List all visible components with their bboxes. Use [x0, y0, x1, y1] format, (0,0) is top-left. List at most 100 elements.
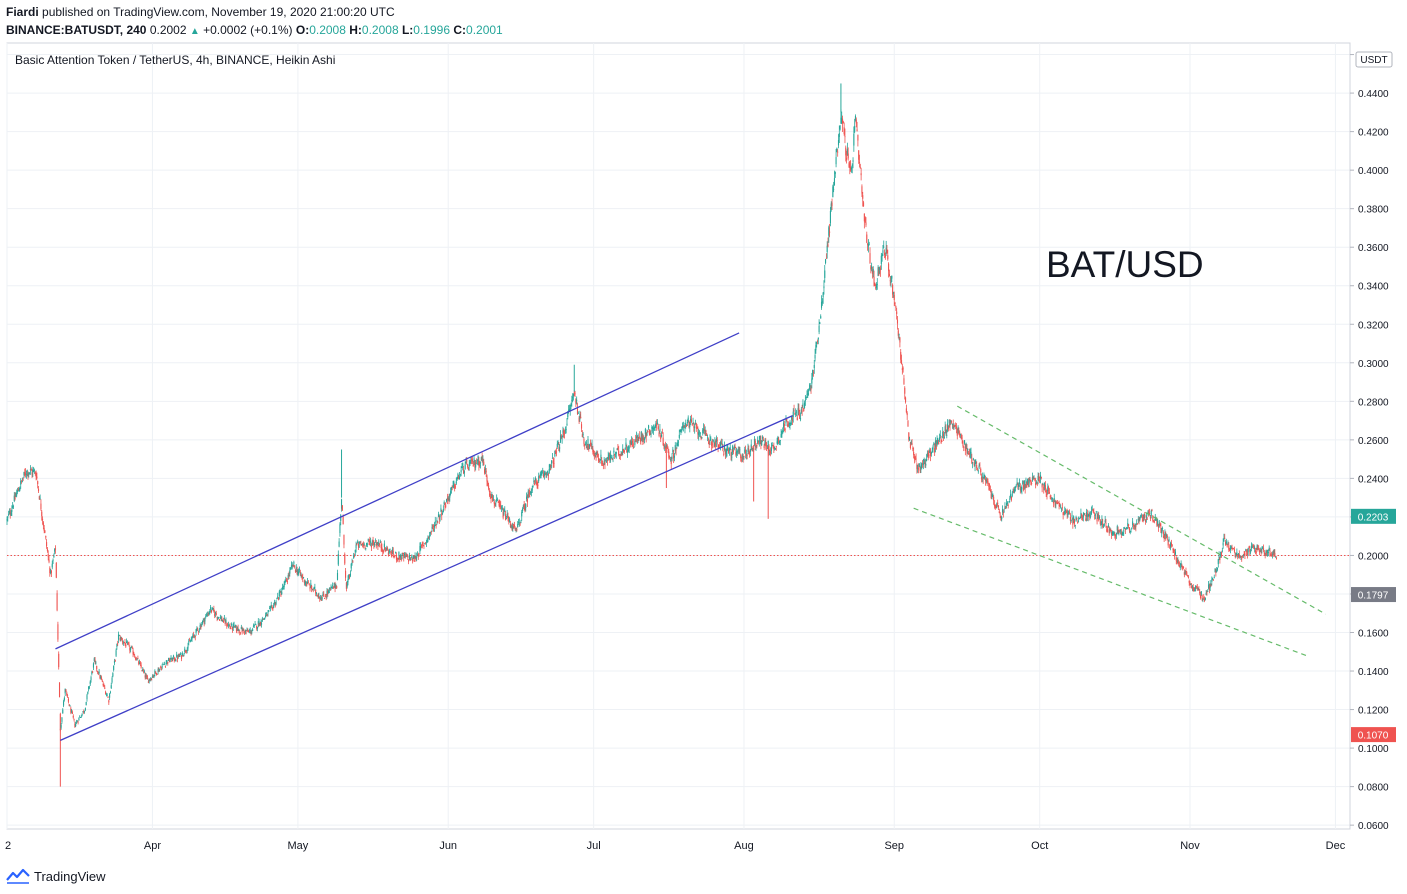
candle-body: [866, 234, 868, 243]
candle-body: [525, 504, 527, 508]
candle-body: [1006, 502, 1008, 505]
candle-body: [276, 598, 278, 600]
bat-usd-annotation[interactable]: BAT/USD: [1046, 244, 1204, 285]
candle-body: [1014, 488, 1016, 492]
price-axis-labels: 0.06000.08000.10000.12000.14000.16000.18…: [1350, 51, 1389, 832]
candle-body: [114, 659, 116, 661]
candle-body: [1010, 494, 1012, 498]
candle-body: [205, 615, 207, 618]
candle-body: [1139, 517, 1141, 521]
candle-body: [730, 452, 732, 457]
candle-body: [74, 723, 76, 727]
candle-body: [681, 429, 683, 432]
candle-body: [270, 605, 272, 607]
candle-body: [985, 478, 987, 482]
candle-body: [618, 450, 620, 456]
price-tick-label: 0.3400: [1358, 282, 1389, 293]
candle-body: [823, 286, 825, 289]
candle-body: [310, 583, 312, 587]
candles: [6, 83, 1278, 787]
currency-tag[interactable]: USDT: [1355, 51, 1393, 68]
candle-body: [105, 691, 107, 695]
candle-body: [1208, 584, 1210, 589]
candle-body: [423, 545, 425, 547]
candle-body: [450, 491, 452, 494]
trendlines[interactable]: [55, 332, 1327, 741]
candle-body: [1142, 519, 1144, 521]
candle-body: [854, 126, 856, 132]
candle-body: [955, 425, 957, 426]
candle-body: [1012, 490, 1014, 492]
candle-body: [1042, 483, 1044, 485]
candle-body: [954, 425, 956, 427]
ascending-channel-line[interactable]: [55, 332, 740, 650]
candle-body: [1166, 534, 1168, 537]
candle-body: [907, 420, 909, 427]
candle-body: [192, 634, 194, 637]
candle-body: [1182, 566, 1185, 568]
candle-body: [1044, 482, 1046, 487]
candle-body: [589, 442, 591, 444]
candle-body: [891, 275, 893, 279]
candle-body: [803, 407, 805, 411]
candle-body: [676, 442, 678, 447]
candle-body: [649, 433, 651, 436]
candle-body: [552, 460, 554, 464]
candle-body: [481, 457, 483, 460]
candle-body: [1191, 586, 1193, 588]
tradingview-brand[interactable]: TradingView: [34, 868, 106, 884]
plot-area[interactable]: [6, 42, 1351, 830]
candle-body: [1178, 565, 1181, 567]
candle-body: [123, 642, 125, 643]
candle-body: [705, 430, 707, 433]
candle-body: [1015, 484, 1017, 486]
candle-body: [349, 573, 351, 576]
candle-body: [769, 451, 771, 453]
candle-body: [13, 495, 15, 502]
candle-body: [1207, 591, 1209, 592]
candle-body: [1048, 491, 1050, 494]
descending-channel-line[interactable]: [913, 507, 1307, 657]
candle-body: [1076, 518, 1078, 520]
candle-body: [672, 449, 674, 453]
price-tick-label: 0.4000: [1358, 166, 1389, 177]
candle-body: [829, 231, 831, 233]
candle-body: [689, 424, 691, 427]
ascending-channel-line[interactable]: [60, 415, 793, 741]
candle-body: [593, 453, 596, 457]
candle-body: [1189, 583, 1191, 585]
candle-body: [319, 597, 322, 599]
time-axis[interactable]: 2 Apr May Jun Jul Aug Sep Oct Nov Dec: [5, 840, 1346, 852]
candle-body: [127, 642, 129, 644]
candle-body: [476, 463, 478, 465]
candle-body: [1161, 531, 1163, 534]
candle-body: [1082, 514, 1084, 518]
price-axis[interactable]: [1349, 43, 1404, 829]
candle-body: [1086, 511, 1088, 517]
candle-body: [1197, 587, 1199, 589]
candle-body: [711, 443, 713, 445]
author-name[interactable]: Fiardi: [6, 5, 39, 19]
candle-body: [341, 505, 343, 511]
descending-channel-line[interactable]: [956, 405, 1327, 615]
candle-body: [1037, 476, 1039, 481]
tradingview-logo-icon[interactable]: [6, 868, 30, 884]
candle-body: [1039, 480, 1041, 483]
candle-body: [166, 660, 168, 662]
candle-body: [1179, 566, 1181, 568]
candle-body: [1251, 547, 1253, 549]
candle-body: [955, 426, 958, 429]
candle-body: [1212, 577, 1214, 580]
candle-body: [383, 550, 385, 552]
candle-body: [922, 463, 924, 465]
price-badge: [1351, 587, 1396, 603]
candle-body: [1244, 553, 1246, 556]
candle-body: [417, 554, 419, 557]
candle-body: [934, 447, 936, 453]
candle-body: [1025, 479, 1027, 484]
candle-body: [58, 682, 61, 698]
candle-body: [929, 450, 931, 453]
candle-body: [795, 413, 797, 415]
candle-body: [1174, 551, 1177, 555]
